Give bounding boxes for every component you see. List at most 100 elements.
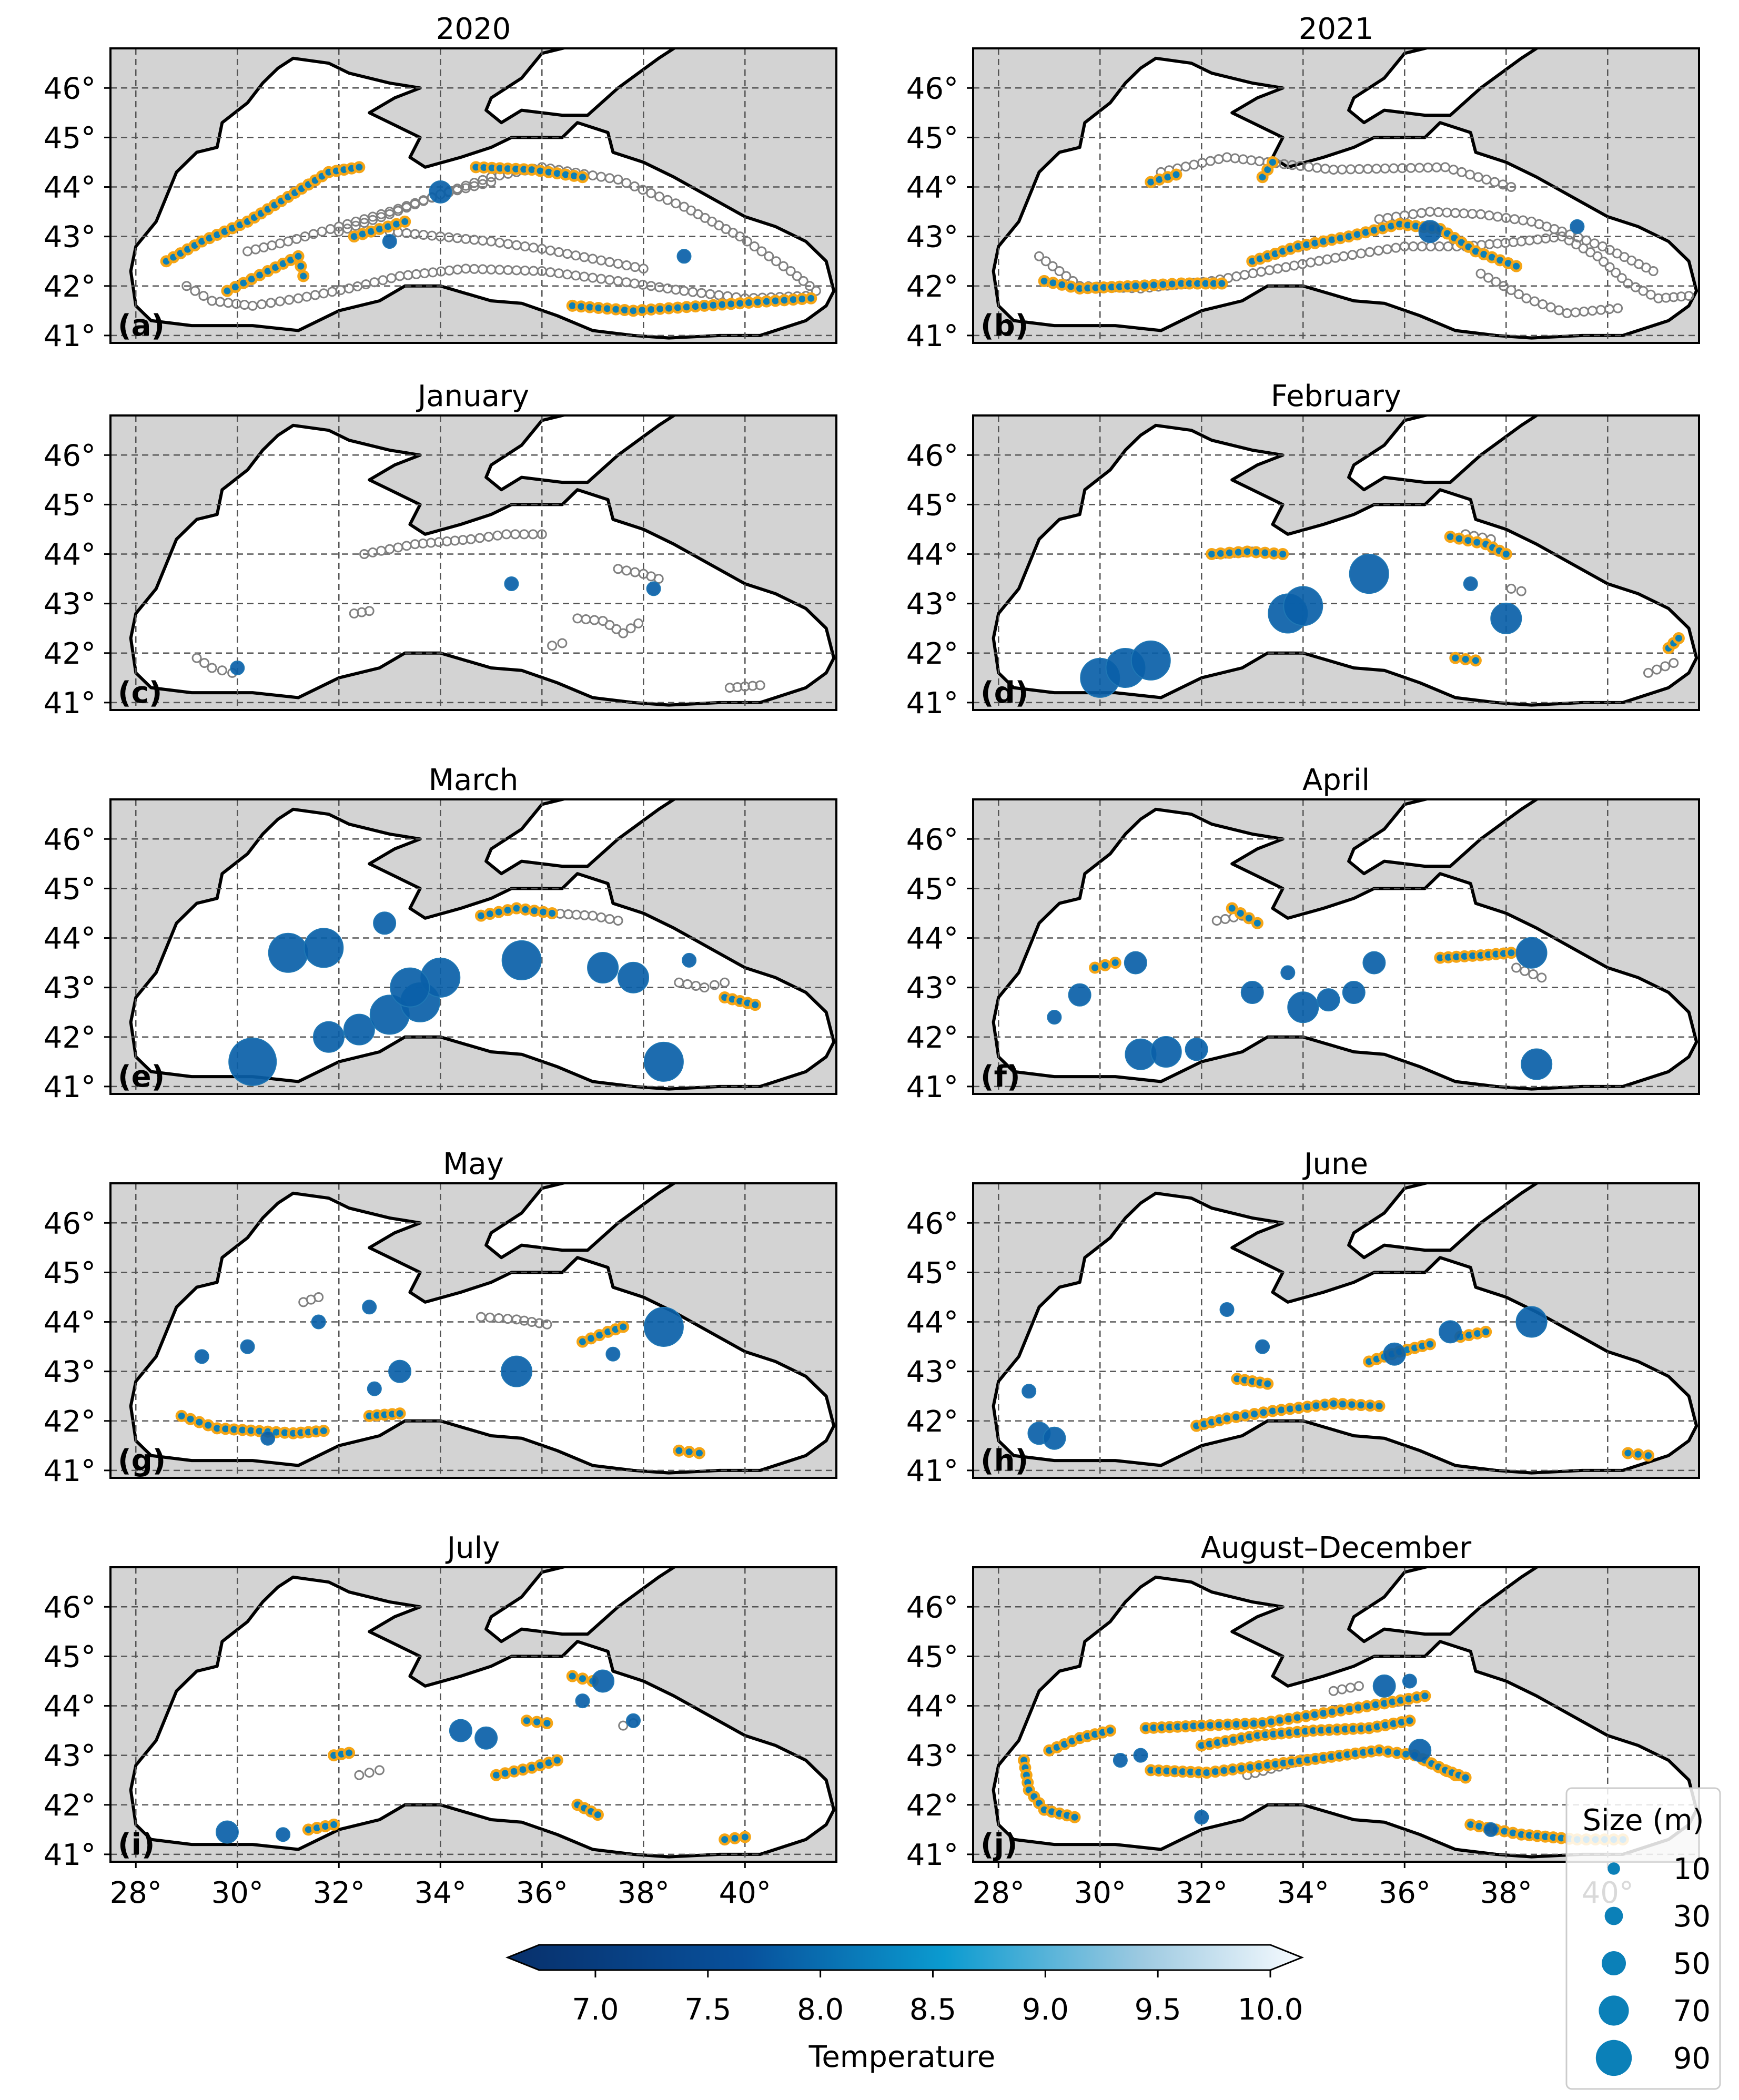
open-marker [1516, 586, 1526, 596]
open-marker [671, 198, 681, 209]
open-marker [393, 206, 403, 216]
open-marker [653, 574, 664, 584]
panel-frame [972, 1566, 1700, 1863]
size-marker [617, 961, 649, 993]
panel-label: (c) [118, 676, 162, 710]
y-tick-label: 41° [906, 319, 958, 353]
open-marker [709, 980, 720, 990]
open-marker [257, 299, 267, 310]
y-tick-label: 45° [44, 121, 96, 155]
open-marker [638, 263, 649, 274]
colorbar-tick-label: 7.5 [684, 1993, 731, 2027]
size-legend-entries: 10 30 50 70 90 [1595, 1852, 1711, 2076]
sea-of-azov [1347, 799, 1540, 876]
black-sea [992, 1575, 1698, 1859]
x-tick-label: 38° [1480, 1876, 1532, 1910]
size-marker [311, 1314, 326, 1330]
y-tick-label: 46° [44, 72, 96, 106]
panel-frame [972, 47, 1700, 344]
open-marker [792, 271, 802, 281]
size-marker [504, 576, 519, 591]
map-area [110, 1567, 836, 1862]
open-marker [742, 236, 752, 247]
x-tick-label: 32° [313, 1876, 365, 1910]
size-legend-marker [1595, 2040, 1632, 2076]
highlight-marker [1109, 957, 1121, 969]
y-tick-label: 44° [906, 922, 958, 956]
x-tick-label: 40° [719, 1876, 771, 1910]
map-area [973, 1567, 1699, 1862]
y-tick-label: 43° [44, 220, 96, 255]
highlight-marker [1449, 652, 1462, 664]
size-marker [312, 1021, 345, 1053]
y-tick-label: 41° [906, 1454, 958, 1488]
y-tick-label: 43° [906, 1355, 958, 1389]
open-marker [804, 281, 815, 291]
x-tick-label: 34° [414, 1876, 467, 1910]
highlight-marker [1622, 1447, 1634, 1459]
x-tick-label: 36° [1379, 1876, 1431, 1910]
size-marker [1483, 1822, 1499, 1837]
open-marker [1506, 285, 1516, 296]
size-marker [362, 1300, 377, 1315]
size-marker [382, 234, 397, 249]
panel-title: 2020 [436, 12, 511, 46]
open-marker [247, 300, 258, 311]
panel-frame [109, 1566, 837, 1863]
panel-b: 2021 (b) 41° 42° 43° 44° 45° 46° [906, 12, 1700, 353]
size-marker [1439, 1320, 1462, 1344]
highlight-marker [1104, 1724, 1117, 1737]
open-marker [798, 276, 808, 286]
panel-label: (j) [980, 1828, 1017, 1862]
sea-of-azov [1347, 1567, 1540, 1644]
black-sea [129, 807, 836, 1091]
open-marker [1616, 273, 1627, 283]
size-legend-marker [1602, 1951, 1626, 1975]
size-marker [1372, 1674, 1396, 1698]
x-tick-label: 36° [516, 1876, 568, 1910]
highlight-marker [749, 999, 762, 1011]
open-marker [1498, 281, 1509, 291]
open-marker [613, 174, 623, 185]
open-marker [333, 226, 344, 237]
open-marker [486, 177, 497, 187]
map-area [110, 415, 836, 710]
size-marker [1130, 640, 1171, 681]
size-marker [1342, 981, 1366, 1005]
colorbar-tick-label: 8.5 [909, 1993, 956, 2027]
open-marker [1054, 266, 1065, 277]
open-marker [374, 1765, 385, 1776]
open-marker [756, 246, 767, 257]
open-marker [354, 1770, 365, 1780]
sea-of-azov [484, 1183, 677, 1260]
y-tick-label: 45° [44, 872, 96, 906]
open-marker [191, 653, 202, 663]
x-tick-label: 38° [618, 1876, 670, 1910]
highlight-marker [393, 1407, 406, 1420]
highlight-marker [1424, 1338, 1437, 1351]
highlight-marker [1500, 548, 1512, 561]
panel-g: May (g) 41° 42° 43° 44° 45° 46° [44, 1147, 837, 1488]
open-marker [771, 256, 782, 267]
black-sea [129, 423, 836, 707]
highlight-marker [297, 270, 310, 282]
open-marker [410, 199, 420, 209]
sea-of-azov [1347, 415, 1540, 492]
y-tick-label: 41° [906, 1070, 958, 1104]
x-tick-label: 28° [110, 1876, 162, 1910]
highlight-marker [1170, 168, 1182, 181]
y-tick-label: 46° [44, 1590, 96, 1625]
panel-e: March (e) 41° 42° 43° 44° 45° 46° [44, 763, 837, 1104]
sea-of-azov [484, 1567, 677, 1644]
sea-of-azov [484, 48, 677, 125]
y-tick-label: 42° [44, 1405, 96, 1439]
black-sea [129, 1575, 836, 1859]
colorbar-ticks: 7.0 7.5 8.0 8.5 9.0 9.5 10.0 [572, 1970, 1303, 2027]
size-marker [625, 1713, 641, 1728]
open-marker [368, 215, 378, 225]
size-marker [575, 1693, 590, 1709]
open-marker [720, 977, 730, 988]
open-marker [618, 1720, 629, 1731]
size-marker [373, 911, 397, 935]
colorbar-tick-label: 7.0 [572, 1993, 619, 2027]
